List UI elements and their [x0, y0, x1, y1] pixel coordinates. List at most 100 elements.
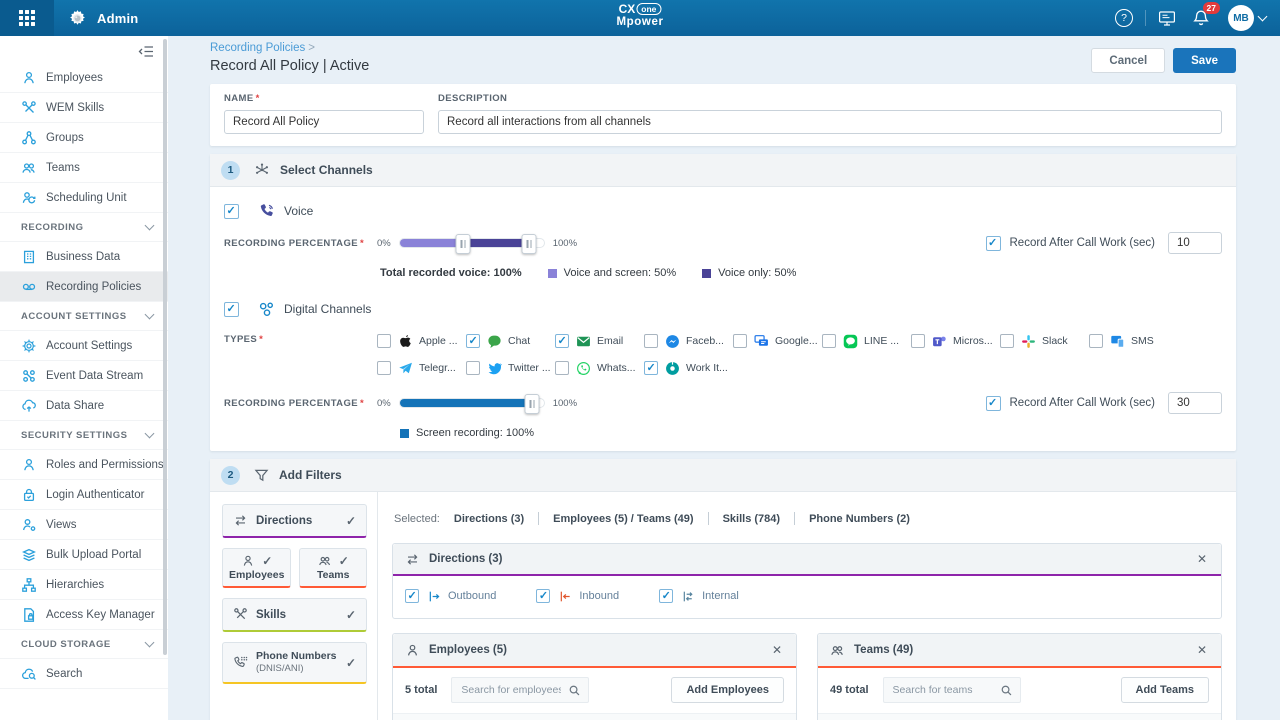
digital-acw-checkbox[interactable]: [986, 396, 1001, 411]
person-icon: [405, 643, 420, 658]
app-launcher-button[interactable]: [0, 0, 54, 36]
channel-type-telegram[interactable]: Telegr...: [377, 358, 466, 378]
filter-employees-button[interactable]: ✓ Employees: [222, 548, 291, 588]
sidebar-item-employees[interactable]: Employees: [0, 63, 168, 93]
sidebar-item-access-key-manager[interactable]: Access Key Manager: [0, 600, 168, 630]
voice-checkbox[interactable]: [224, 204, 239, 219]
name-label: NAME: [224, 93, 254, 104]
add-employees-button[interactable]: Add Employees: [671, 677, 784, 703]
channel-type-google[interactable]: Google...: [733, 331, 822, 351]
voice-acw-checkbox[interactable]: [986, 236, 1001, 251]
channel-type-slack[interactable]: Slack: [1000, 331, 1089, 351]
channel-type-facebook[interactable]: Faceb...: [644, 331, 733, 351]
voice-phone-icon: [258, 203, 275, 220]
help-button[interactable]: ?: [1107, 9, 1141, 27]
sidebar-section-cloud-storage[interactable]: CLOUD STORAGE: [0, 630, 168, 659]
teams-search-input[interactable]: [891, 683, 995, 697]
filter-directions-button[interactable]: Directions ✓: [222, 504, 367, 538]
sidebar-scrollbar[interactable]: [163, 39, 167, 655]
logo-mpower: Mpower: [616, 17, 663, 29]
description-input[interactable]: [438, 110, 1222, 134]
screen-recording-swatch: [400, 429, 409, 438]
sidebar-item-scheduling-unit[interactable]: Scheduling Unit: [0, 183, 168, 213]
channel-type-microsoft[interactable]: Micros...: [911, 331, 1000, 351]
selected-directions[interactable]: Directions (3): [454, 513, 524, 525]
directions-panel-header: Directions (3) ✕: [393, 544, 1221, 576]
channel-type-email[interactable]: Email: [555, 331, 644, 351]
cancel-button[interactable]: Cancel: [1091, 48, 1165, 73]
channel-type-twitter[interactable]: Twitter ...: [466, 358, 555, 378]
filter-phone-numbers-button[interactable]: Phone Numbers(DNIS/ANI) ✓: [222, 642, 367, 684]
sidebar-item-teams[interactable]: Teams: [0, 153, 168, 183]
sidebar-item-hierarchies[interactable]: Hierarchies: [0, 570, 168, 600]
digital-recording-percentage-row: RECORDING PERCENTAGE* 0% 100% Record Aft…: [224, 392, 1222, 414]
admin-gear-logo-icon: [67, 8, 88, 29]
voice-acw-input[interactable]: [1168, 232, 1222, 254]
filter-teams-button[interactable]: ✓ Teams: [299, 548, 367, 588]
save-button[interactable]: Save: [1173, 48, 1236, 73]
sidebar-section-account-settings[interactable]: ACCOUNT SETTINGS: [0, 302, 168, 331]
sidebar-collapse-button[interactable]: [138, 45, 154, 58]
slider-handle[interactable]: [525, 394, 540, 414]
sidebar-item-views[interactable]: Views: [0, 510, 168, 540]
voice-screen-swatch: [548, 269, 557, 278]
selected-phone-numbers[interactable]: Phone Numbers (2): [809, 513, 910, 525]
direction-inbound[interactable]: Inbound: [536, 589, 619, 603]
voice-recording-percentage-row: RECORDING PERCENTAGE* 0% 100% Record Aft…: [224, 232, 1222, 254]
sidebar-item-roles-permissions[interactable]: Roles and Permissions: [0, 450, 168, 480]
sidebar-item-account-settings[interactable]: Account Settings: [0, 331, 168, 361]
close-icon[interactable]: ✕: [770, 641, 784, 659]
wallboard-button[interactable]: [1150, 10, 1184, 27]
sidebar-item-business-data[interactable]: Business Data: [0, 242, 168, 272]
person-gear-icon: [21, 517, 37, 533]
sidebar-item-bulk-upload-portal[interactable]: Bulk Upload Portal: [0, 540, 168, 570]
channel-type-chat[interactable]: Chat: [466, 331, 555, 351]
close-icon[interactable]: ✕: [1195, 641, 1209, 659]
name-field-group: NAME*: [224, 93, 424, 134]
microsoft-teams-icon: [932, 334, 947, 349]
user-menu[interactable]: MB: [1228, 5, 1266, 31]
digital-channels-icon: [258, 301, 275, 318]
direction-outbound[interactable]: Outbound: [405, 589, 496, 603]
line-icon: [843, 334, 858, 349]
sidebar-item-groups[interactable]: Groups: [0, 123, 168, 153]
sidebar-item-search[interactable]: Search: [0, 659, 168, 689]
close-icon[interactable]: ✕: [1195, 550, 1209, 568]
sidebar-item-recording-policies[interactable]: Recording Policies: [0, 272, 168, 302]
breadcrumb[interactable]: Recording Policies>: [210, 42, 1236, 54]
selected-skills[interactable]: Skills (784): [723, 513, 780, 525]
employees-panel: Employees (5) ✕ 5 total Add Employees: [392, 633, 797, 720]
slider-handle[interactable]: [522, 234, 537, 254]
sidebar-item-data-share[interactable]: Data Share: [0, 391, 168, 421]
topbar: Admin CXone Mpower ? 27: [0, 0, 1280, 36]
digital-acw-input[interactable]: [1168, 392, 1222, 414]
cxone-mpower-logo: CXone Mpower: [616, 3, 663, 29]
channel-type-work-items[interactable]: Work It...: [644, 358, 733, 378]
digital-channels-checkbox[interactable]: [224, 302, 239, 317]
nodes-icon: [21, 130, 37, 146]
slider-handle[interactable]: [456, 234, 471, 254]
sidebar-item-event-data-stream[interactable]: Event Data Stream: [0, 361, 168, 391]
digital-recording-slider[interactable]: [399, 398, 545, 408]
sidebar-item-wem-skills[interactable]: WEM Skills: [0, 93, 168, 123]
channel-type-whatsapp[interactable]: Whats...: [555, 358, 644, 378]
direction-internal[interactable]: Internal: [659, 589, 739, 603]
filter-skills-button[interactable]: Skills ✓: [222, 598, 367, 632]
selected-employees-teams[interactable]: Employees (5) / Teams (49): [553, 513, 693, 525]
channel-type-apple[interactable]: Apple ...: [377, 331, 466, 351]
add-teams-button[interactable]: Add Teams: [1121, 677, 1209, 703]
notifications-button[interactable]: 27: [1184, 9, 1218, 27]
sidebar-section-recording[interactable]: RECORDING: [0, 213, 168, 242]
sidebar-section-security-settings[interactable]: SECURITY SETTINGS: [0, 421, 168, 450]
tools-icon: [233, 607, 248, 622]
sidebar-item-login-authenticator[interactable]: Login Authenticator: [0, 480, 168, 510]
teams-search[interactable]: [883, 677, 1021, 703]
search-icon: [568, 684, 581, 697]
name-input[interactable]: [224, 110, 424, 134]
employees-search[interactable]: [451, 677, 589, 703]
voice-recording-slider[interactable]: [399, 238, 545, 248]
section-title: Add Filters: [279, 468, 342, 482]
channel-type-sms[interactable]: SMS: [1089, 331, 1178, 351]
employees-search-input[interactable]: [459, 683, 563, 697]
channel-type-line[interactable]: LINE ...: [822, 331, 911, 351]
